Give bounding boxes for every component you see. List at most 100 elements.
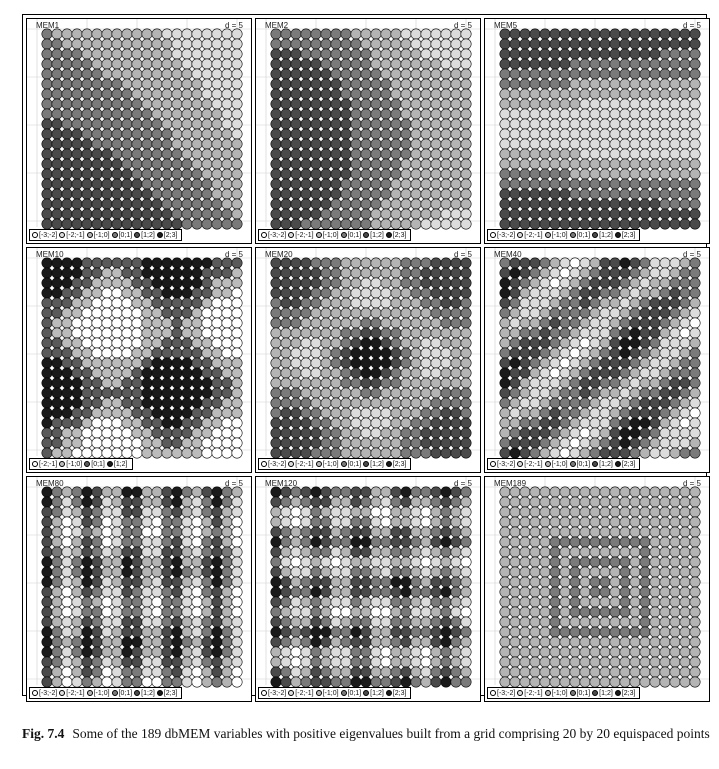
grid-point (440, 636, 452, 648)
grid-point (171, 38, 183, 50)
legend-swatch (111, 690, 118, 696)
grid-point (629, 128, 641, 140)
grid-point (360, 218, 372, 230)
grid-point (121, 387, 133, 399)
grid-point (639, 357, 651, 369)
grid-point (559, 58, 571, 70)
grid-point (559, 407, 571, 419)
grid-point (420, 536, 432, 548)
grid-point (529, 267, 541, 279)
grid-point (519, 596, 531, 608)
grid-point (181, 128, 193, 140)
grid-point (330, 626, 342, 638)
grid-point (41, 58, 53, 70)
grid-point (280, 198, 292, 210)
grid-point (61, 377, 73, 389)
grid-point (151, 387, 163, 399)
grid-point (529, 506, 541, 518)
grid-point (629, 676, 641, 688)
grid-point (509, 526, 521, 538)
grid-point (639, 158, 651, 170)
panel-distance-label: d = 5 (682, 479, 701, 488)
grid-point (529, 108, 541, 120)
grid-point (370, 178, 382, 190)
grid-point (181, 676, 193, 688)
grid-point (360, 556, 372, 568)
grid-point (340, 78, 352, 90)
grid-point (171, 148, 183, 160)
panel-legend: [-3;-2] [-2;-1] [-1;0] [0;1] [1;2] [2;3] (487, 458, 641, 470)
grid-point (499, 208, 511, 220)
grid-point (290, 208, 302, 220)
grid-point (579, 208, 591, 220)
grid-point (400, 586, 412, 598)
grid-point (290, 108, 302, 120)
grid-point (91, 566, 103, 578)
grid-point (589, 178, 601, 190)
grid-point (171, 267, 183, 279)
panel-mem20: MEM20 d = 5 [-3;-2] [-2;-1] [-1;0] [0;1] [1;2]… (255, 247, 481, 473)
grid-point (639, 347, 651, 359)
grid-point (320, 128, 332, 140)
grid-point (191, 208, 203, 220)
grid-point (161, 407, 173, 419)
grid-point (549, 68, 561, 80)
grid-point (599, 347, 611, 359)
grid-point (171, 636, 183, 648)
grid-point (201, 536, 213, 548)
grid-point (181, 108, 193, 120)
grid-point (61, 516, 73, 528)
grid-point (280, 68, 292, 80)
grid-point (430, 676, 442, 688)
grid-point (310, 546, 322, 558)
grid-point (141, 347, 153, 359)
grid-point (609, 626, 621, 638)
grid-point (430, 427, 442, 439)
grid-point (689, 108, 701, 120)
grid-point (579, 28, 591, 40)
grid-point (549, 556, 561, 568)
grid-point (231, 486, 243, 498)
grid-point (151, 556, 163, 568)
grid-point (619, 188, 631, 200)
grid-point (91, 427, 103, 439)
grid-point (450, 546, 462, 558)
grid-point (141, 676, 153, 688)
grid-point (300, 198, 312, 210)
grid-point (579, 566, 591, 578)
grid-point (440, 68, 452, 80)
grid-point (430, 188, 442, 200)
grid-point (569, 267, 581, 279)
grid-point (370, 566, 382, 578)
grid-point (370, 28, 382, 40)
grid-point (549, 38, 561, 50)
grid-point (370, 506, 382, 518)
grid-point (121, 377, 133, 389)
grid-point (71, 118, 83, 130)
grid-point (579, 486, 591, 498)
grid-point (340, 357, 352, 369)
grid-point (141, 566, 153, 578)
grid-point (679, 576, 691, 588)
grid-point (270, 198, 282, 210)
grid-point (400, 606, 412, 618)
grid-point (360, 327, 372, 339)
grid-point (131, 506, 143, 518)
panel-distance-label: d = 5 (224, 21, 243, 30)
grid-point (509, 208, 521, 220)
grid-point (51, 656, 63, 668)
grid-point (340, 387, 352, 399)
grid-point (619, 626, 631, 638)
panel-distance-label: d = 5 (224, 479, 243, 488)
grid-point (280, 397, 292, 409)
grid-point (300, 287, 312, 299)
grid-point (171, 367, 183, 379)
grid-point (280, 208, 292, 220)
grid-point (649, 88, 661, 100)
grid-point (221, 427, 233, 439)
grid-point (629, 287, 641, 299)
grid-point (390, 586, 402, 598)
grid-point (539, 616, 551, 628)
grid-point (330, 307, 342, 319)
grid-point (360, 596, 372, 608)
